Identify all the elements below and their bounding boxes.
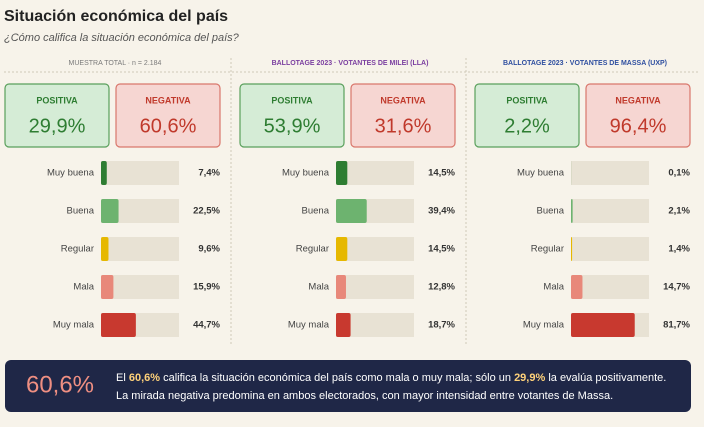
bar-track [571, 199, 649, 223]
category-label: Mala [73, 282, 94, 293]
negative-box [115, 83, 221, 148]
positive-label: POSITIVA [506, 95, 548, 105]
bar [101, 275, 114, 299]
negative-label: NEGATIVA [615, 95, 661, 105]
category-label: Muy buena [282, 168, 330, 179]
positive-box [4, 83, 110, 148]
value-label: 9,6% [198, 244, 220, 255]
bar [336, 199, 367, 223]
category-label: Mala [308, 282, 329, 293]
category-label: Muy mala [53, 320, 95, 331]
value-label: 15,9% [193, 282, 220, 293]
bar [101, 161, 107, 185]
text: califica la situación económica del país… [160, 372, 514, 384]
value-label: 14,7% [663, 282, 690, 293]
bar-track [101, 275, 179, 299]
bar-track [571, 237, 649, 261]
value-label: 2,1% [668, 206, 690, 217]
text: 60,6% [129, 372, 160, 384]
value-label: 12,8% [428, 282, 455, 293]
value-label: 18,7% [428, 320, 455, 331]
category-label: Buena [537, 206, 565, 217]
text: la evalúa positivamente. [545, 372, 666, 384]
category-label: Buena [302, 206, 330, 217]
bar [101, 237, 109, 261]
bar-track [336, 237, 414, 261]
value-label: 81,7% [663, 320, 690, 331]
bar [336, 275, 346, 299]
negative-value: 60,6% [140, 115, 197, 137]
category-label: Regular [531, 244, 564, 255]
category-label: Buena [67, 206, 95, 217]
bar [336, 161, 348, 185]
positive-box [239, 83, 345, 148]
bar [571, 313, 635, 337]
bar-track [101, 237, 179, 261]
positive-value: 53,9% [264, 115, 321, 137]
panel-title: BALLOTAGE 2023 · VOTANTES DE MASSA (UXP) [503, 60, 667, 67]
category-label: Mala [543, 282, 564, 293]
subtitle: ¿Cómo califica la situación económica de… [4, 32, 240, 44]
title: Situación económica del país [4, 8, 228, 25]
summary-figure: 60,6% [26, 371, 94, 398]
bar [336, 313, 351, 337]
category-label: Muy mala [523, 320, 565, 331]
summary-box [5, 360, 691, 412]
bar [101, 313, 136, 337]
bar-track [101, 161, 179, 185]
value-label: 22,5% [193, 206, 220, 217]
positive-value: 2,2% [504, 115, 550, 137]
bar-track [571, 275, 649, 299]
summary-sentence: El 60,6% califica la situación económica… [116, 372, 666, 384]
text: El [116, 372, 129, 384]
value-label: 7,4% [198, 168, 220, 179]
panel-title: BALLOTAGE 2023 · VOTANTES DE MILEI (LLA) [272, 60, 429, 67]
positive-value: 29,9% [29, 115, 86, 137]
negative-value: 31,6% [375, 115, 432, 137]
bar [336, 237, 348, 261]
negative-value: 96,4% [610, 115, 667, 137]
negative-box [350, 83, 456, 148]
bar [571, 199, 573, 223]
category-label: Regular [296, 244, 329, 255]
value-label: 14,5% [428, 244, 455, 255]
summary-note: La mirada negativa predomina en ambos el… [116, 390, 613, 402]
value-label: 0,1% [668, 168, 690, 179]
category-label: Muy buena [517, 168, 565, 179]
bar [571, 275, 583, 299]
bar-track [336, 275, 414, 299]
panel-title: MUESTRA TOTAL · n = 2.184 [69, 60, 162, 67]
negative-label: NEGATIVA [145, 95, 191, 105]
bar [571, 237, 573, 261]
bar [101, 199, 119, 223]
negative-box [585, 83, 691, 148]
value-label: 44,7% [193, 320, 220, 331]
bar-track [336, 161, 414, 185]
positive-label: POSITIVA [36, 95, 78, 105]
category-label: Muy buena [47, 168, 95, 179]
negative-label: NEGATIVA [380, 95, 426, 105]
category-label: Muy mala [288, 320, 330, 331]
value-label: 1,4% [668, 244, 690, 255]
positive-label: POSITIVA [271, 95, 313, 105]
text: 29,9% [514, 372, 545, 384]
positive-box [474, 83, 580, 148]
bar-track [571, 161, 649, 185]
value-label: 39,4% [428, 206, 455, 217]
value-label: 14,5% [428, 168, 455, 179]
category-label: Regular [61, 244, 94, 255]
